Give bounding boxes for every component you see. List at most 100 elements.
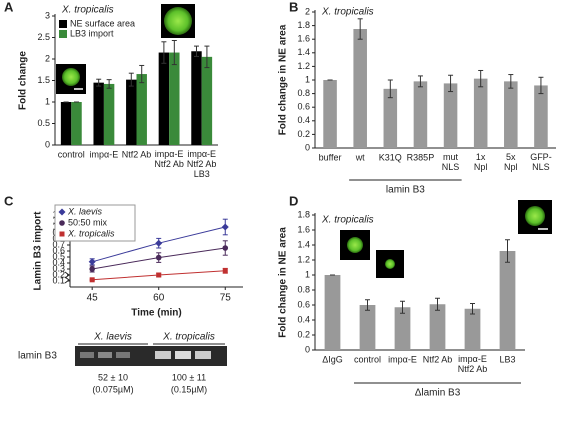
y-tick-label: 1.6	[297, 224, 310, 234]
axis-break	[64, 271, 70, 284]
y-tick-label: 1.4	[297, 239, 310, 249]
x-tick-label: 60	[153, 293, 165, 304]
error-bar	[435, 297, 440, 311]
legend-swatch	[59, 30, 67, 38]
western-blot: lamin B3 X. laevis X. tropicalis 52 ± 10…	[18, 332, 227, 394]
legend-label: NE surface area	[70, 18, 135, 28]
y-tick-label: 0	[305, 142, 310, 152]
chart-title: X. tropicalis	[321, 7, 374, 18]
y-axis-label: Fold change	[18, 51, 29, 110]
marker	[156, 272, 162, 278]
blot-conc: (0.075µM)	[92, 384, 133, 394]
x-tick-label: mut NLS	[442, 152, 460, 172]
y-axis-label: Fold change in NE area	[278, 227, 289, 338]
y-tick-label: 1.4	[297, 47, 310, 57]
y-tick-label: 1.5	[37, 75, 50, 85]
marker	[222, 245, 229, 251]
bar	[383, 88, 398, 148]
x-tick-label: control	[58, 149, 85, 159]
x-tick-label: Ntf2 Ab	[122, 149, 152, 159]
marker	[89, 266, 95, 272]
legend-swatch	[59, 20, 67, 28]
bar	[60, 102, 72, 145]
chart-title: X. tropicalis	[61, 5, 114, 16]
y-tick-label: 0.2	[297, 129, 310, 139]
y-tick-label: 0.2	[52, 269, 65, 279]
y-tick-label: 0.1	[52, 275, 65, 285]
bar	[443, 83, 458, 148]
x-tick-label: R385P	[407, 152, 435, 162]
y-tick-label: 0.8	[297, 88, 310, 98]
y-tick-label: 1.2	[297, 254, 310, 264]
bar	[359, 305, 376, 350]
x-tick-label: buffer	[319, 152, 342, 162]
marker	[155, 239, 163, 247]
x-tick-label: impα-E	[90, 149, 119, 159]
marker	[89, 277, 95, 283]
bar	[473, 78, 488, 148]
y-tick-label: 0.5	[52, 251, 65, 261]
bar	[126, 79, 137, 145]
panel-letter: C	[4, 193, 14, 208]
x-tick-label: impα-E Ntf2 Ab	[154, 149, 184, 169]
bar	[504, 81, 518, 148]
error-bar	[538, 76, 544, 95]
y-tick-label: 1.6	[297, 34, 310, 44]
y-tick-label: 1	[305, 74, 310, 84]
bar	[323, 80, 337, 148]
blot-conc: (0.15µM)	[171, 384, 207, 394]
y-axis-label: Lamin B3 import	[33, 211, 44, 291]
y-tick-label: 0.6	[297, 102, 310, 112]
bar	[324, 275, 341, 350]
panel-letter: A	[4, 0, 14, 14]
bar	[534, 85, 548, 148]
x-tick-label: impα-E Ntf2 Ab	[458, 354, 488, 374]
bar	[201, 56, 213, 145]
legend-label: X. tropicalis	[67, 228, 115, 238]
micrograph	[56, 4, 552, 278]
y-tick-label: 0	[45, 139, 50, 149]
error-bar	[470, 303, 475, 315]
chart-title: X. tropicalis	[321, 215, 374, 226]
bar	[413, 81, 428, 148]
bar	[158, 52, 170, 145]
bar	[103, 83, 115, 145]
bar	[169, 52, 180, 145]
error-bar	[139, 64, 145, 84]
error-bar	[161, 41, 167, 64]
marker	[59, 220, 65, 226]
panel-letter: B	[289, 0, 298, 14]
y-tick-label: 0.5	[37, 118, 50, 128]
error-bar	[448, 74, 454, 93]
x-tick-label: 45	[87, 293, 99, 304]
bar	[71, 102, 82, 145]
legend-label: X. laevis	[67, 206, 103, 216]
panel-letter: D	[289, 193, 298, 208]
legend-box	[54, 204, 136, 242]
y-tick-label: 1.8	[297, 20, 310, 30]
x-tick-label: 1x Npl	[474, 152, 488, 172]
error-bar	[171, 40, 177, 66]
y-tick-label: 2.5	[37, 32, 50, 42]
bar	[429, 304, 446, 350]
blot-quant: 52 ± 10	[98, 372, 128, 382]
bar	[499, 251, 516, 350]
error-bar	[508, 74, 514, 89]
error-bar	[96, 78, 102, 87]
group-label: Δlamin B3	[415, 388, 461, 399]
blot-column-label: X. tropicalis	[162, 332, 215, 343]
error-bar	[417, 75, 423, 88]
marker	[222, 268, 228, 274]
y-tick-label: 0.6	[52, 245, 65, 255]
y-tick-label: 0.3	[52, 263, 65, 273]
error-bar	[128, 72, 134, 87]
y-axis-label: Fold change in NE area	[278, 24, 289, 135]
marker	[221, 223, 229, 231]
error-bar	[478, 69, 484, 88]
y-tick-label: 0.2	[297, 329, 310, 339]
x-axis-label: Time (min)	[131, 308, 181, 319]
error-bar	[400, 300, 405, 314]
group-label: lamin B3	[386, 185, 425, 196]
x-tick-label: K31Q	[379, 152, 402, 162]
error-bar	[193, 45, 199, 57]
